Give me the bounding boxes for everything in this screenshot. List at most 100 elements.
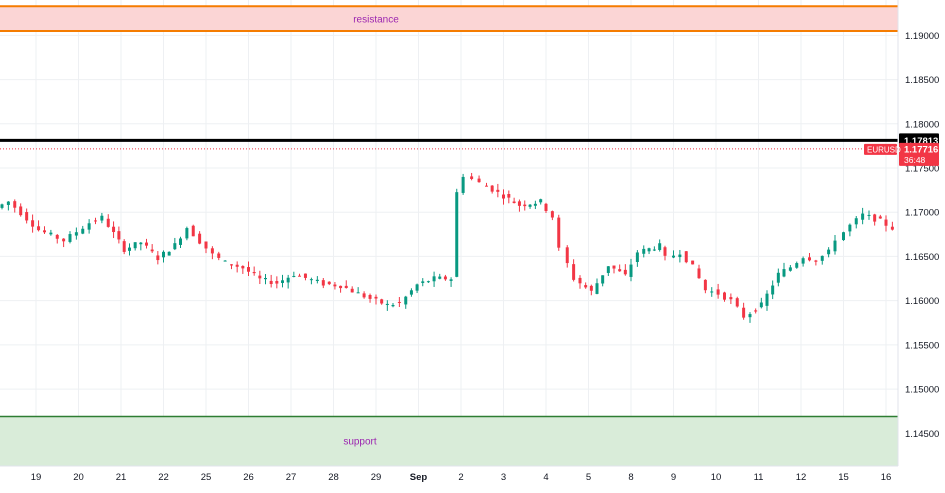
time-tick-label: 21 (116, 472, 127, 483)
candle-body (191, 225, 195, 237)
time-tick-label: 28 (328, 472, 339, 483)
candle-body (374, 296, 378, 299)
candle-body (362, 293, 366, 298)
candle-body (496, 189, 500, 192)
candle-body (759, 302, 763, 308)
candle (122, 239, 126, 255)
candle-body (697, 268, 701, 279)
candle-body (678, 254, 682, 258)
candle (150, 244, 154, 253)
candle (55, 233, 59, 244)
time-tick-label: 22 (158, 472, 169, 483)
candle-body (878, 216, 882, 219)
time-tick-label: Sep (410, 472, 428, 483)
time-axis[interactable]: 19 20 21 22 25 26 27 28 29 Sep 2 3 4 5 8 9 10 11 12 15 16 (0, 465, 945, 488)
candle-body (49, 232, 53, 235)
candle-body (455, 192, 459, 277)
candle (742, 302, 746, 320)
candle (223, 260, 227, 262)
candle (578, 275, 582, 289)
candle (867, 210, 871, 220)
candle (595, 278, 599, 295)
candle (264, 274, 267, 285)
candle (350, 286, 354, 293)
candle-body (74, 232, 78, 236)
candle-body (321, 280, 325, 286)
candle-body (735, 298, 739, 307)
symbol-tag-label: EURUSD (867, 145, 901, 154)
price-tick-label: 1.14500 (905, 429, 939, 440)
candle (162, 250, 165, 263)
candle-body (356, 292, 360, 294)
candle-body (820, 255, 824, 261)
candle (191, 224, 195, 237)
candle-body (533, 203, 537, 206)
candle-body (112, 226, 116, 233)
time-axis-background (0, 466, 945, 488)
candle-body (315, 279, 319, 282)
candle-body (87, 223, 91, 230)
candle-body (595, 283, 599, 294)
time-tick-label: 4 (543, 472, 548, 483)
candle-body (589, 285, 593, 291)
candle (333, 281, 337, 290)
candle (808, 252, 811, 262)
candle-body (691, 260, 695, 265)
candle (25, 208, 29, 224)
candle-body (842, 232, 845, 241)
candle-body (612, 265, 616, 269)
price-tick-label: 1.15000 (905, 385, 939, 396)
candle (678, 249, 682, 263)
candle-body (298, 275, 301, 277)
candle (642, 245, 646, 258)
price-axis[interactable]: 1.19000 1.18500 1.18000 1.17500 1.17000 1.165… (864, 0, 945, 488)
candle (729, 293, 733, 305)
candle (854, 216, 858, 229)
candle-body (258, 275, 262, 279)
candle (623, 264, 627, 276)
candle-body (528, 204, 532, 207)
time-tick-label: 8 (628, 472, 633, 483)
candle (565, 245, 569, 268)
last-price-tag-label: 1.17716 (904, 144, 938, 155)
candle-body (62, 238, 66, 242)
key-level-tag-label: 1.17813 (904, 136, 938, 147)
candle-body (37, 226, 41, 231)
candle (557, 214, 561, 251)
candle-body (230, 264, 233, 266)
candle (286, 274, 290, 289)
candle-body (523, 204, 527, 207)
candle (87, 219, 91, 234)
candle (455, 188, 459, 278)
candle (635, 250, 639, 267)
candles-layer (0, 172, 894, 323)
candle-body (801, 258, 805, 264)
candle (533, 200, 537, 210)
candle (438, 273, 442, 280)
candle (801, 256, 805, 267)
candle-body (100, 215, 104, 221)
candle-body (286, 277, 290, 283)
candle (185, 226, 189, 241)
candle (443, 274, 447, 281)
candle (776, 268, 780, 287)
candle-body (6, 201, 10, 205)
candle-body (814, 260, 818, 262)
candle (356, 287, 360, 294)
candle-body (647, 248, 651, 252)
candle (128, 243, 131, 256)
candle (629, 258, 633, 282)
candle (327, 281, 331, 286)
candle (252, 266, 256, 276)
candle (618, 264, 622, 272)
price-tick-label: 1.18500 (905, 75, 939, 86)
price-tick-label: 1.17000 (905, 208, 939, 219)
candle (584, 282, 588, 289)
candle-body (167, 251, 171, 256)
candle (861, 207, 865, 225)
candle-body (672, 255, 675, 258)
candle (81, 225, 85, 235)
candle (179, 236, 182, 249)
